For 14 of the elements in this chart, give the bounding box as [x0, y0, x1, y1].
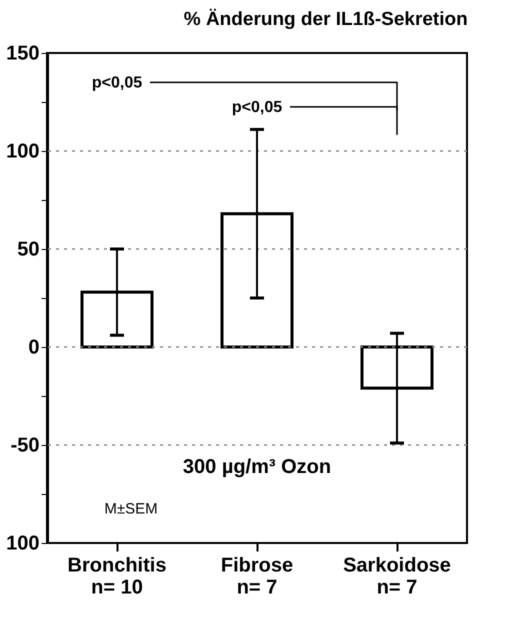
y-tick-label: 0 — [28, 336, 40, 358]
x-tick-label: Sarkoidose n= 7 — [343, 554, 451, 598]
y-tick-label: 100 — [6, 532, 40, 554]
annotation: p<0,05 — [92, 74, 142, 92]
chart-title: % Änderung der IL1ß-Sekretion — [184, 8, 468, 30]
y-tick-label: 150 — [6, 42, 40, 64]
x-tick-label: Bronchitis n= 10 — [68, 554, 166, 598]
y-tick-label: 100 — [6, 140, 40, 162]
annotation: p<0,05 — [232, 98, 282, 116]
annotation: 300 µg/m³ Ozon — [182, 456, 332, 478]
y-tick-label: -50 — [10, 434, 40, 456]
annotation: M±SEM — [104, 500, 158, 518]
x-tick-label: Fibrose n= 7 — [220, 554, 294, 598]
y-tick-label: 50 — [17, 238, 40, 260]
